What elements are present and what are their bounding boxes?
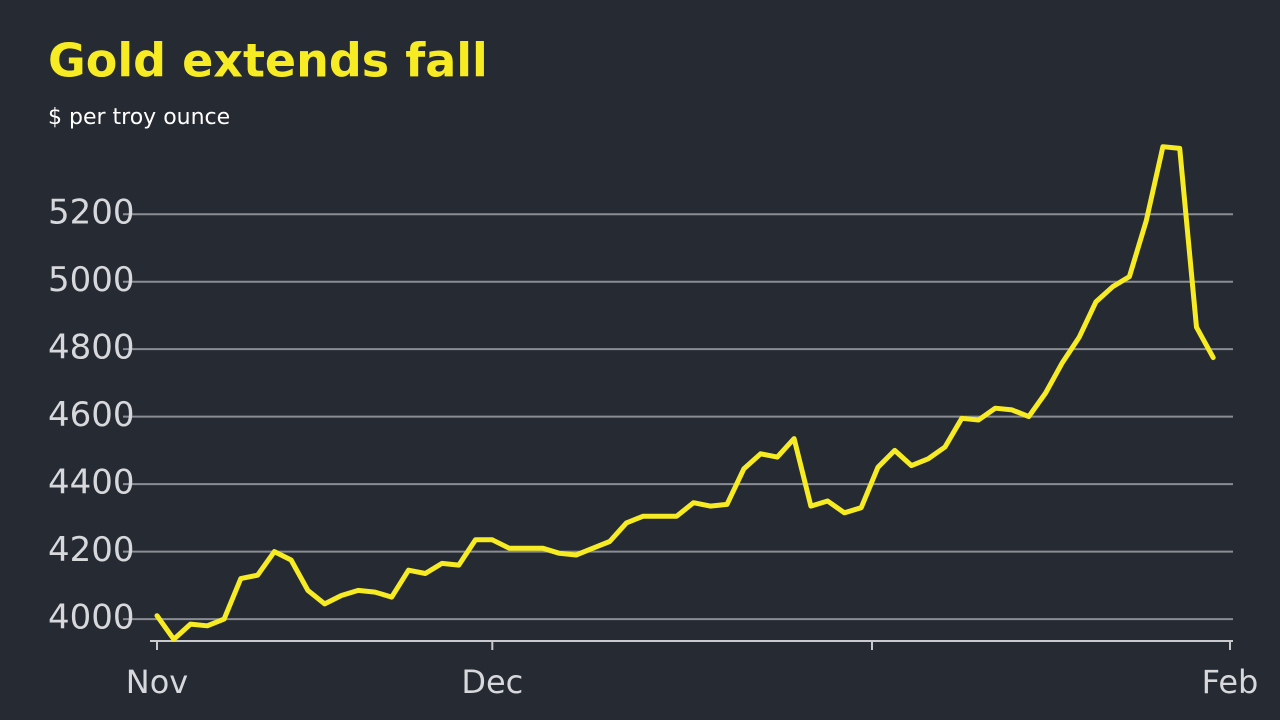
y-tick-label: 4600 <box>48 395 135 435</box>
x-tick-label: Dec <box>461 663 523 701</box>
y-tick-label: 4200 <box>48 530 135 570</box>
chart-subtitle: $ per troy ounce <box>48 105 230 130</box>
y-tick-label: 4000 <box>48 598 135 638</box>
y-tick-label: 4800 <box>48 328 135 368</box>
line <box>154 144 1216 642</box>
x-tick-label: Feb <box>1202 663 1259 701</box>
x-tick-label: Nov <box>126 663 188 701</box>
chart-title: Gold extends fall <box>48 34 488 88</box>
y-tick-label: 5000 <box>48 260 135 300</box>
y-tick-label: 4400 <box>48 463 135 503</box>
y-tick-label: 5200 <box>48 193 135 233</box>
